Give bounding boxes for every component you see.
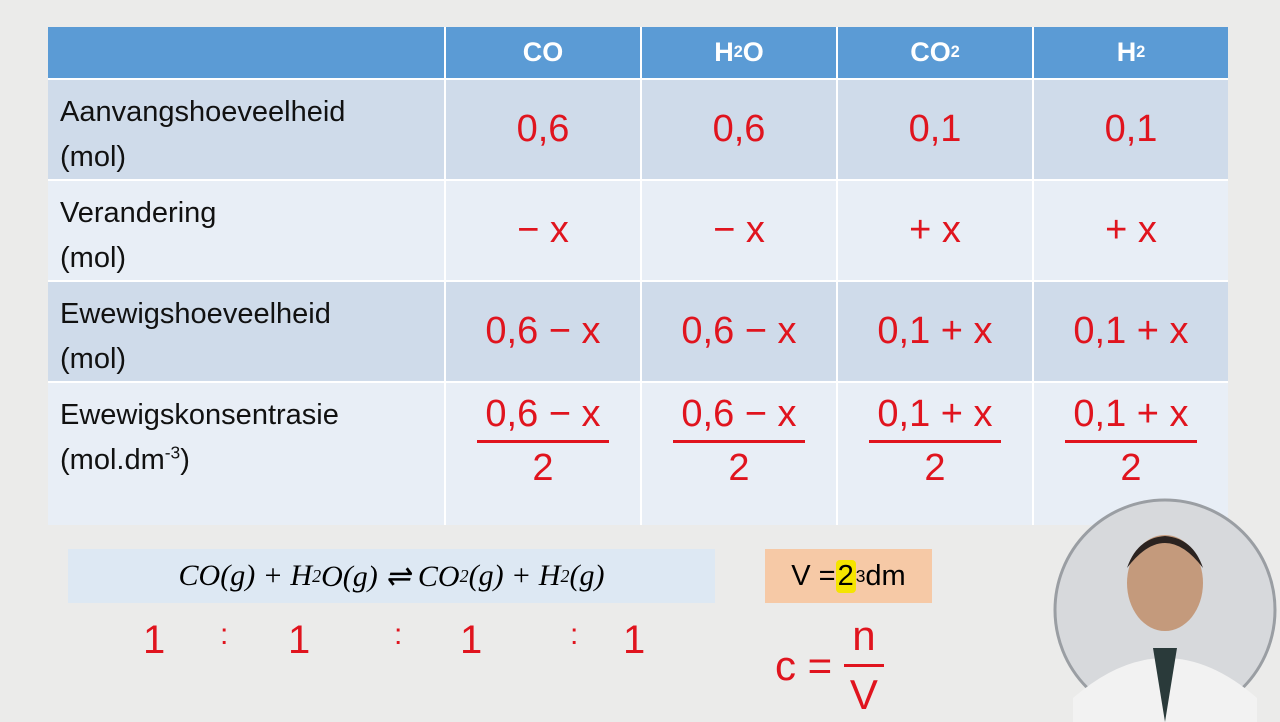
value-cell: 0,6 − x xyxy=(642,282,836,381)
row-label: Verandering (mol) xyxy=(48,181,444,280)
table: CO H 2 O CO 2 H 2 Aanvangshoeveelheid (mol) 0,6 0,6… xyxy=(48,27,1228,525)
value-cell: + x xyxy=(838,181,1032,280)
text-part: (mol) xyxy=(60,241,127,274)
text-part: 2 xyxy=(312,565,322,586)
text-part: 2 xyxy=(560,565,570,586)
denominator: 2 xyxy=(728,447,750,489)
ratio-number: 1 xyxy=(143,618,166,662)
label-unit: (mol) xyxy=(60,236,126,281)
header-cell: CO 2 xyxy=(838,27,1032,78)
label-text: Aanvangshoeveelheid xyxy=(60,96,346,128)
numerator: n xyxy=(844,612,884,667)
text-part: 2 xyxy=(950,43,960,61)
row-label: Ewewigskonsentrasie (mol.dm-3) xyxy=(48,383,444,525)
text-part: 3 xyxy=(855,565,866,586)
value-cell: 0,1 xyxy=(1034,80,1228,179)
label-unit: (mol) xyxy=(60,337,126,382)
text-part: H xyxy=(714,37,734,67)
denominator: 2 xyxy=(532,447,554,489)
value-cell: − x xyxy=(642,181,836,280)
text-part: CO(g) + H xyxy=(178,559,313,592)
text-part: 2 xyxy=(459,565,469,586)
text-part: 2 xyxy=(1136,43,1146,61)
ratio-separator: : xyxy=(394,618,403,651)
text-part: (mol) xyxy=(60,342,127,375)
header-cell xyxy=(48,27,444,78)
numerator: 0,6 − x xyxy=(673,393,805,443)
text-part: ) xyxy=(180,443,190,476)
formula-lhs: c = xyxy=(775,641,833,689)
ratio-number: 1 xyxy=(623,618,646,662)
label-text: Ewewigskonsentrasie xyxy=(60,399,339,431)
text-part: V = xyxy=(791,559,836,592)
denominator: 2 xyxy=(924,447,946,489)
header-cell: CO xyxy=(446,27,640,78)
row-label: Aanvangshoeveelheid (mol) xyxy=(48,80,444,179)
label-unit: (mol) xyxy=(60,135,126,180)
text-part: (g) xyxy=(569,559,605,592)
formula: c = n V xyxy=(775,612,884,719)
text-part: 2 xyxy=(835,559,856,593)
text-part: (g) + H xyxy=(468,559,561,592)
numerator: 0,1 + x xyxy=(1065,393,1197,443)
value-cell: 0,1 + x xyxy=(838,282,1032,381)
text-part: O(g) ⇌ CO xyxy=(321,559,460,593)
text-part: -3 xyxy=(164,442,181,463)
text-part: H xyxy=(1116,37,1137,67)
denominator: V xyxy=(849,671,878,718)
numerator: 0,6 − x xyxy=(477,393,609,443)
numerator: 0,1 + x xyxy=(869,393,1001,443)
text-part: CO xyxy=(910,37,951,67)
value-cell: − x xyxy=(446,181,640,280)
value-cell: 0,6 xyxy=(446,80,640,179)
ratio-number: 1 xyxy=(288,618,311,662)
presenter-video xyxy=(1053,498,1277,722)
text-part: dm xyxy=(865,559,906,592)
value-cell: + x xyxy=(1034,181,1228,280)
equation: CO(g) + H 2 O(g) ⇌ CO 2 (g) + H 2 (g) xyxy=(68,549,715,603)
value-cell: 0,6 − x xyxy=(446,282,640,381)
ratio-separator: : xyxy=(570,618,579,651)
row-label: Ewewigshoeveelheid (mol) xyxy=(48,282,444,381)
label-text: Ewewigshoeveelheid xyxy=(60,298,331,330)
text-part: 2 xyxy=(733,43,743,61)
text-part: (mol.dm xyxy=(60,443,165,476)
text-part: (mol) xyxy=(60,140,127,173)
value-cell: 0,1 xyxy=(838,80,1032,179)
label-unit: (mol.dm-3) xyxy=(60,438,190,483)
denominator: 2 xyxy=(1120,447,1142,489)
value-cell: 0,1 + x xyxy=(1034,282,1228,381)
text-part: O xyxy=(742,37,764,67)
ratio-separator: : xyxy=(220,618,229,651)
label-text: Verandering xyxy=(60,197,217,229)
value-cell: 0,6 xyxy=(642,80,836,179)
ratio-number: 1 xyxy=(460,618,483,662)
text-part: CO xyxy=(522,37,564,67)
